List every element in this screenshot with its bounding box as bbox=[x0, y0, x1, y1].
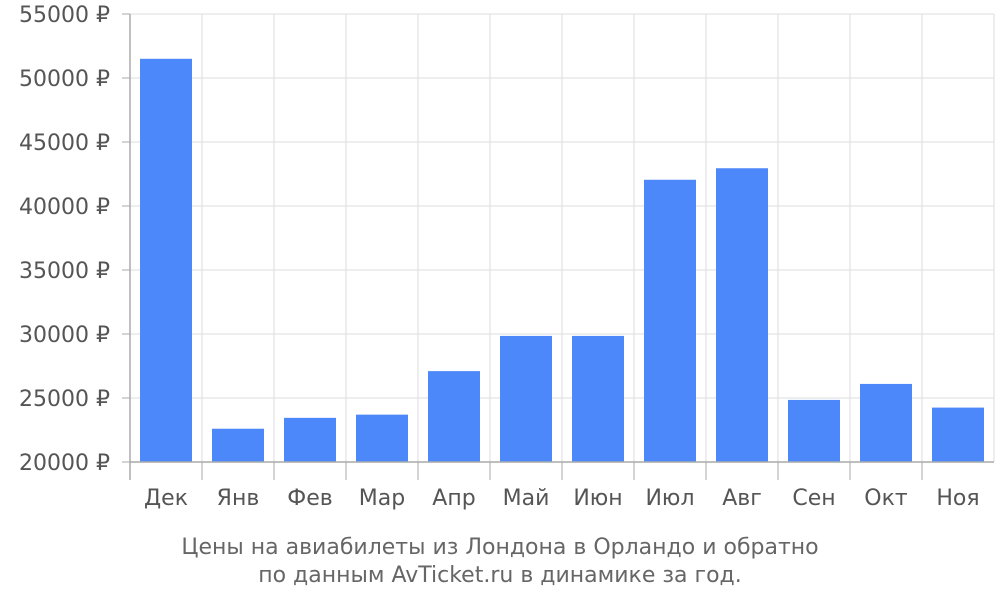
x-tick-label: Авг bbox=[722, 486, 762, 511]
chart-caption-line-1: Цены на авиабилеты из Лондона в Орландо … bbox=[181, 535, 819, 560]
bar bbox=[212, 428, 264, 462]
y-tick-label: 35000 ₽ bbox=[19, 259, 110, 284]
bar bbox=[716, 168, 768, 463]
x-tick-label: Июн bbox=[573, 486, 622, 511]
y-tick-label: 25000 ₽ bbox=[19, 387, 110, 412]
x-axis-tick-labels: Дек Янв Фев Мар Апр Май Июн Июл Авг Сен Окт Ноя bbox=[144, 486, 980, 511]
x-tick-label: Мар bbox=[359, 486, 405, 511]
y-tick-label: 20000 ₽ bbox=[19, 451, 110, 476]
bar bbox=[860, 383, 912, 462]
x-tick-label: Апр bbox=[432, 486, 475, 511]
bar bbox=[428, 371, 480, 462]
y-tick-label: 40000 ₽ bbox=[19, 195, 110, 220]
bar bbox=[788, 399, 840, 462]
x-tick-label: Янв bbox=[217, 486, 260, 511]
x-tick-label: Июл bbox=[645, 486, 694, 511]
chart-caption-line-2: по данным AvTicket.ru в динамике за год. bbox=[258, 563, 742, 588]
bar bbox=[500, 335, 552, 462]
bars bbox=[140, 58, 984, 463]
grid bbox=[130, 13, 995, 463]
bar bbox=[140, 58, 192, 463]
x-tick-label: Дек bbox=[144, 486, 188, 511]
bar bbox=[284, 417, 336, 462]
axes bbox=[122, 13, 994, 480]
y-tick-label: 55000 ₽ bbox=[19, 3, 110, 28]
bar bbox=[356, 414, 408, 462]
bar bbox=[572, 335, 624, 462]
bar-chart: 20000 ₽ 25000 ₽ 30000 ₽ 35000 ₽ 40000 ₽ 45000… bbox=[19, 3, 995, 511]
x-tick-label: Ноя bbox=[936, 486, 979, 511]
bar bbox=[932, 407, 984, 462]
x-tick-label: Фев bbox=[287, 486, 332, 511]
x-tick-label: Май bbox=[503, 486, 550, 511]
y-tick-label: 50000 ₽ bbox=[19, 67, 110, 92]
y-axis-tick-labels: 20000 ₽ 25000 ₽ 30000 ₽ 35000 ₽ 40000 ₽ 45000… bbox=[19, 3, 110, 476]
y-tick-label: 45000 ₽ bbox=[19, 131, 110, 156]
x-tick-label: Окт bbox=[864, 486, 908, 511]
y-tick-label: 30000 ₽ bbox=[19, 323, 110, 348]
x-tick-label: Сен bbox=[792, 486, 835, 511]
bar bbox=[644, 179, 696, 462]
